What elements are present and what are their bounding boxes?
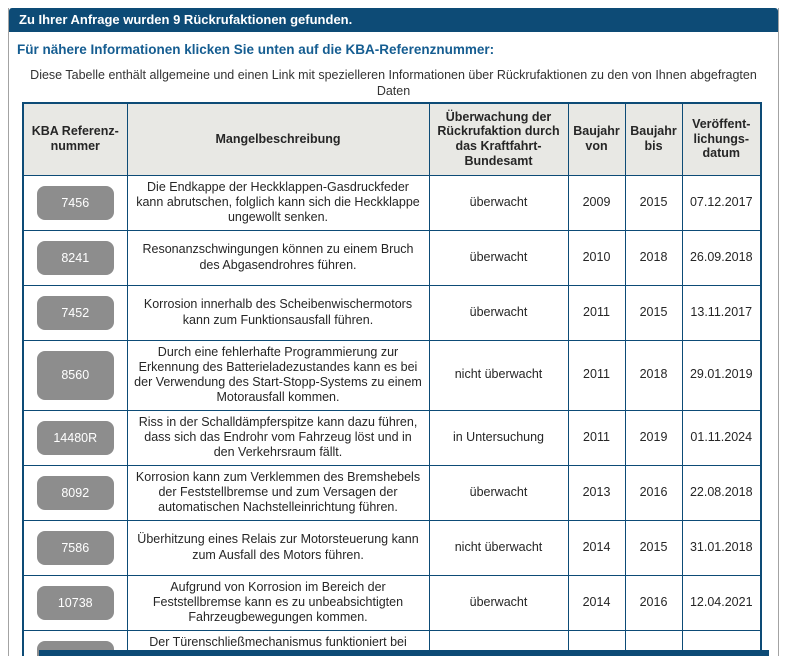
year-to-cell: 2018	[624, 229, 683, 286]
kba-ref-cell-inner: 8241	[30, 235, 121, 281]
header-year-to: Baujahr bis	[624, 102, 683, 176]
kba-ref-cell: 7452	[22, 284, 128, 341]
monitoring-cell: überwacht	[428, 284, 569, 341]
year-from-cell: 2010	[567, 229, 626, 286]
kba-ref-cell: 10738	[22, 574, 128, 631]
year-from-cell: 2013	[567, 464, 626, 521]
publication-date-cell: 26.09.2018	[681, 229, 762, 286]
table-row: 14480R Riss in der Schalldämpferspitze k…	[22, 409, 762, 466]
kba-ref-cell-inner: 8092	[30, 470, 121, 516]
table-row: 8560 Durch eine fehlerhafte Programmieru…	[22, 339, 762, 411]
kba-ref-button[interactable]: 7456	[37, 185, 114, 220]
defect-description-cell: Resonanzschwingungen können zu einem Bru…	[126, 229, 430, 286]
year-to-cell: 2016	[624, 574, 683, 631]
table-header-row: KBA Referenz- nummer Mangelbeschreibung …	[22, 102, 762, 176]
monitoring-cell: überwacht	[428, 464, 569, 521]
kba-ref-button[interactable]: 14480R	[37, 420, 114, 455]
kba-ref-cell: 8560	[22, 339, 128, 411]
kba-ref-button[interactable]: 8092	[37, 475, 114, 510]
year-to-cell: 2015	[624, 519, 683, 576]
kba-ref-cell: 8241	[22, 229, 128, 286]
kba-ref-cell-inner: 14480R	[30, 415, 121, 461]
defect-description-cell: Korrosion kann zum Verklemmen des Bremsh…	[126, 464, 430, 521]
year-from-cell: 2011	[567, 339, 626, 411]
kba-ref-cell-inner: 7452	[30, 290, 121, 336]
year-to-cell: 2016	[624, 464, 683, 521]
defect-description-cell: Durch eine fehlerhafte Programmierung zu…	[126, 339, 430, 411]
monitoring-cell: in Untersuchung	[428, 409, 569, 466]
kba-ref-button[interactable]: 7586	[37, 530, 114, 565]
table-description: Diese Tabelle enthält allgemeine und ein…	[30, 68, 757, 99]
header-year-from: Baujahr von	[567, 102, 626, 176]
publication-date-cell: 13.11.2017	[681, 284, 762, 341]
year-from-cell: 2014	[567, 574, 626, 631]
year-to-cell: 2015	[624, 174, 683, 231]
year-from-cell: 2009	[567, 174, 626, 231]
publication-date-cell: 12.04.2021	[681, 574, 762, 631]
monitoring-cell: überwacht	[428, 229, 569, 286]
kba-ref-cell-inner: 8560	[30, 345, 121, 406]
kba-ref-cell: 7456	[22, 174, 128, 231]
table-row: 7586 Überhitzung eines Relais zur Motors…	[22, 519, 762, 576]
recall-count-banner: Zu Ihrer Anfrage wurden 9 Rückrufaktione…	[9, 8, 778, 32]
header-monitoring: Überwachung der Rückrufaktion durch das …	[428, 102, 569, 176]
kba-ref-cell: 8092	[22, 464, 128, 521]
publication-date-cell: 22.08.2018	[681, 464, 762, 521]
kba-ref-cell-inner: 7456	[30, 180, 121, 226]
monitoring-cell: überwacht	[428, 574, 569, 631]
defect-description-cell: Aufgrund von Korrosion im Bereich der Fe…	[126, 574, 430, 631]
monitoring-cell: nicht überwacht	[428, 519, 569, 576]
year-from-cell: 2011	[567, 409, 626, 466]
year-from-cell: 2014	[567, 519, 626, 576]
year-to-cell: 2015	[624, 284, 683, 341]
kba-ref-cell: 7586	[22, 519, 128, 576]
info-instruction: Für nähere Informationen klicken Sie unt…	[17, 42, 495, 57]
kba-ref-button[interactable]: 8560	[37, 350, 114, 400]
year-to-cell: 2018	[624, 339, 683, 411]
table-row: 8241 Resonanzschwingungen können zu eine…	[22, 229, 762, 286]
kba-ref-cell-inner: 10738	[30, 580, 121, 626]
publication-date-cell: 07.12.2017	[681, 174, 762, 231]
table-row: 7456 Die Endkappe der Heckklappen-Gasdru…	[22, 174, 762, 231]
header-defect-description: Mangelbeschreibung	[126, 102, 430, 176]
table-row: 7452 Korrosion innerhalb des Scheibenwis…	[22, 284, 762, 341]
defect-description-cell: Die Endkappe der Heckklappen-Gasdruckfed…	[126, 174, 430, 231]
publication-date-cell: 29.01.2019	[681, 339, 762, 411]
kba-ref-button[interactable]: 7452	[37, 295, 114, 330]
kba-ref-button[interactable]: 8241	[37, 240, 114, 275]
kba-ref-cell: 14480R	[22, 409, 128, 466]
header-kba-ref-number: KBA Referenz- nummer	[22, 102, 128, 176]
kba-ref-button[interactable]: 10738	[37, 585, 114, 620]
monitoring-cell: nicht überwacht	[428, 339, 569, 411]
year-from-cell: 2011	[567, 284, 626, 341]
results-container: Zu Ihrer Anfrage wurden 9 Rückrufaktione…	[8, 8, 779, 656]
defect-description-cell: Korrosion innerhalb des Scheibenwischerm…	[126, 284, 430, 341]
publication-date-cell: 31.01.2018	[681, 519, 762, 576]
year-to-cell: 2019	[624, 409, 683, 466]
defect-description-cell: Überhitzung eines Relais zur Motorsteuer…	[126, 519, 430, 576]
kba-ref-cell-inner: 7586	[30, 525, 121, 571]
publication-date-cell: 01.11.2024	[681, 409, 762, 466]
table-row: 8092 Korrosion kann zum Verklemmen des B…	[22, 464, 762, 521]
bottom-bar	[39, 650, 769, 656]
monitoring-cell: überwacht	[428, 174, 569, 231]
header-publication-date: Veröffent- lichungs- datum	[681, 102, 762, 176]
recalls-table: KBA Referenz- nummer Mangelbeschreibung …	[22, 101, 762, 656]
table-row: 10738 Aufgrund von Korrosion im Bereich …	[22, 574, 762, 631]
defect-description-cell: Riss in der Schalldämpferspitze kann daz…	[126, 409, 430, 466]
